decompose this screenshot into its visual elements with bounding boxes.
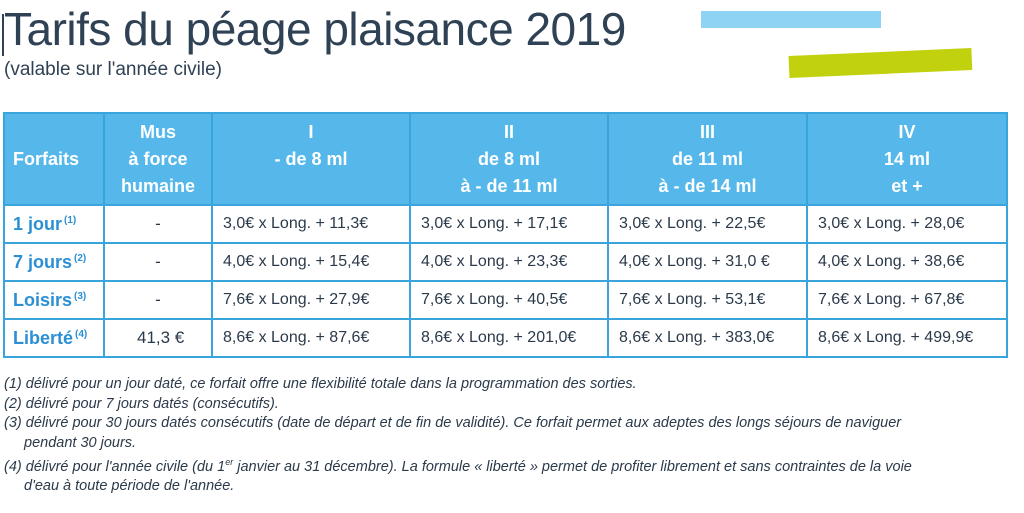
tariff-table: Forfaits Mus à force humaine I - de 8 ml… <box>3 112 1008 358</box>
footnote-4-part-b: janvier au 31 décembre). La formule « li… <box>233 458 912 475</box>
header-category-1-line1: I <box>308 121 314 142</box>
header-category-4-line3: et + <box>891 175 923 196</box>
cell-price-category-4: 4,0€ x Long. + 38,6€ <box>806 242 1008 282</box>
table-row: 7 jours (2) - 4,0€ x Long. + 15,4€ 4,0€ x… <box>3 242 1008 282</box>
header-category-4: IV 14 ml et + <box>806 112 1008 206</box>
footnote-4: (4) délivré pour l'année civile (du 1er … <box>4 453 1014 497</box>
cell-price-category-2: 7,6€ x Long. + 40,5€ <box>409 280 609 320</box>
cell-mus: 41,3 € <box>103 318 213 358</box>
cell-price-category-4: 3,0€ x Long. + 28,0€ <box>806 204 1008 244</box>
title-accent-bar <box>2 14 4 56</box>
page-subtitle: (valable sur l'année civile) <box>4 59 223 80</box>
header-category-2-line3: à - de 11 ml <box>460 175 558 196</box>
footnote-4-line2: d'eau à toute période de l'année. <box>24 478 235 495</box>
header-forfaits-label: Forfaits <box>13 148 80 169</box>
row-label-text: Liberté <box>13 327 74 348</box>
table-row: Liberté (4) 41,3 € 8,6€ x Long. + 87,6€ 8… <box>3 318 1008 358</box>
row-label-text: 7 jours <box>13 251 73 272</box>
page-title: Tarifs du péage plaisance 2019 <box>4 3 626 55</box>
footnote-4-part-a: (4) délivré pour l'année civile (du 1 <box>4 458 226 475</box>
cell-price-category-2: 8,6€ x Long. + 201,0€ <box>409 318 609 358</box>
cell-price-category-1: 3,0€ x Long. + 11,3€ <box>211 204 411 244</box>
cell-mus: - <box>103 204 213 244</box>
cell-price-category-4: 7,6€ x Long. + 67,8€ <box>806 280 1008 320</box>
header-forfaits: Forfaits <box>3 112 105 206</box>
header-category-2: II de 8 ml à - de 11 ml <box>409 112 609 206</box>
cell-price-category-3: 3,0€ x Long. + 22,5€ <box>607 204 808 244</box>
table-row: Loisirs (3) - 7,6€ x Long. + 27,9€ 7,6€ x… <box>3 280 1008 320</box>
header-category-3-line2: de 11 ml <box>671 148 744 169</box>
row-label-7-jours: 7 jours (2) <box>3 242 105 282</box>
table-header-row: Forfaits Mus à force humaine I - de 8 ml… <box>3 112 1008 206</box>
footnote-ref: (3) <box>74 290 87 302</box>
cell-price-category-3: 8,6€ x Long. + 383,0€ <box>607 318 808 358</box>
row-label-loisirs: Loisirs (3) <box>3 280 105 320</box>
footnote-4-superscript: er <box>225 457 234 467</box>
footnotes: (1) délivré pour un jour daté, ce forfai… <box>4 375 1014 497</box>
footnote-3-line1: (3) délivré pour 30 jours datés consécut… <box>4 415 902 431</box>
footnote-3-line2: pendant 30 jours. <box>24 434 137 451</box>
header-mus-line1: Mus <box>140 121 176 142</box>
header-category-3-line3: à - de 14 ml <box>658 175 757 196</box>
cell-price-category-1: 4,0€ x Long. + 15,4€ <box>211 242 411 282</box>
header-category-1: I - de 8 ml <box>211 112 411 206</box>
header-mus-line2: à force <box>128 148 188 169</box>
cell-mus: - <box>103 280 213 320</box>
cell-price-category-3: 4,0€ x Long. + 31,0 € <box>607 242 808 282</box>
header-mus: Mus à force humaine <box>103 112 213 206</box>
cell-price-category-4: 8,6€ x Long. + 499,9€ <box>806 318 1008 358</box>
footnote-1: (1) délivré pour un jour daté, ce forfai… <box>4 376 637 392</box>
footnote-ref: (2) <box>74 252 87 264</box>
table-row: 1 jour (1) - 3,0€ x Long. + 11,3€ 3,0€ x … <box>3 204 1008 244</box>
header-category-4-line2: 14 ml <box>883 148 931 169</box>
footnote-ref: (1) <box>64 214 77 226</box>
cell-price-category-1: 7,6€ x Long. + 27,9€ <box>211 280 411 320</box>
header-category-3: III de 11 ml à - de 14 ml <box>607 112 808 206</box>
header-category-4-line1: IV <box>898 121 916 142</box>
row-label-text: Loisirs <box>13 289 73 310</box>
decorative-blue-bar <box>701 11 881 28</box>
cell-price-category-2: 3,0€ x Long. + 17,1€ <box>409 204 609 244</box>
header-category-2-line2: de 8 ml <box>477 148 541 169</box>
row-label-liberte: Liberté (4) <box>3 318 105 358</box>
header-category-3-line1: III <box>699 121 715 142</box>
cell-price-category-2: 4,0€ x Long. + 23,3€ <box>409 242 609 282</box>
footnote-2: (2) délivré pour 7 jours datés (consécut… <box>4 395 279 412</box>
footnote-3: (3) délivré pour 30 jours datés consécut… <box>4 414 1014 453</box>
decorative-green-bar <box>788 48 973 78</box>
row-label-text: 1 jour <box>13 213 63 234</box>
footnote-ref: (4) <box>75 328 88 340</box>
header-mus-line3: humaine <box>120 175 195 196</box>
header-category-1-line2: - de 8 ml <box>274 148 348 169</box>
cell-mus: - <box>103 242 213 282</box>
row-label-1-jour: 1 jour (1) <box>3 204 105 244</box>
cell-price-category-1: 8,6€ x Long. + 87,6€ <box>211 318 411 358</box>
cell-price-category-3: 7,6€ x Long. + 53,1€ <box>607 280 808 320</box>
header-category-2-line1: II <box>503 121 514 142</box>
